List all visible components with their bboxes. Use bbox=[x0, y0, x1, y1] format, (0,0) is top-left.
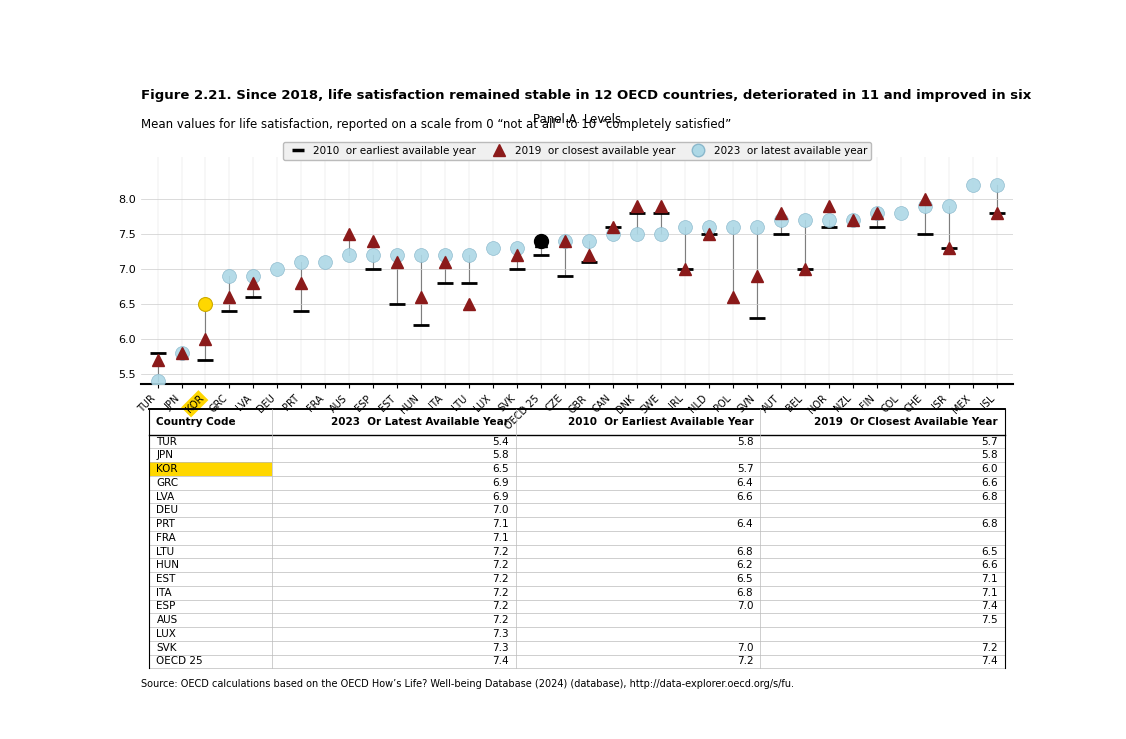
Text: 7.4: 7.4 bbox=[492, 656, 509, 667]
Text: 7.2: 7.2 bbox=[492, 574, 509, 584]
Text: 6.8: 6.8 bbox=[981, 491, 998, 502]
Text: 6.4: 6.4 bbox=[736, 478, 753, 488]
Text: 6.5: 6.5 bbox=[981, 547, 998, 556]
Text: 6.5: 6.5 bbox=[736, 574, 753, 584]
Text: 7.2: 7.2 bbox=[492, 602, 509, 611]
Text: 5.8: 5.8 bbox=[736, 437, 753, 446]
Text: 7.2: 7.2 bbox=[492, 588, 509, 598]
Text: 7.2: 7.2 bbox=[492, 547, 509, 556]
Text: TUR: TUR bbox=[157, 437, 177, 446]
Text: HUN: HUN bbox=[157, 560, 179, 571]
Text: 7.2: 7.2 bbox=[981, 643, 998, 653]
Text: GRC: GRC bbox=[157, 478, 179, 488]
Text: 7.4: 7.4 bbox=[981, 602, 998, 611]
Text: LVA: LVA bbox=[157, 491, 175, 502]
Text: 7.4: 7.4 bbox=[981, 656, 998, 667]
Text: 7.2: 7.2 bbox=[736, 656, 753, 667]
Text: Country Code: Country Code bbox=[157, 417, 236, 426]
Text: 6.8: 6.8 bbox=[981, 519, 998, 529]
Text: 7.1: 7.1 bbox=[492, 533, 509, 542]
Text: Mean values for life satisfaction, reported on a scale from 0 “not at all” to 10: Mean values for life satisfaction, repor… bbox=[141, 118, 731, 132]
Text: EST: EST bbox=[157, 574, 176, 584]
Text: 7.1: 7.1 bbox=[981, 574, 998, 584]
Legend: 2010  or earliest available year, 2019  or closest available year, 2023  or late: 2010 or earliest available year, 2019 or… bbox=[283, 142, 872, 160]
Text: 2019  Or Closest Available Year: 2019 Or Closest Available Year bbox=[814, 417, 998, 426]
Text: 5.4: 5.4 bbox=[492, 437, 509, 446]
Text: ITA: ITA bbox=[157, 588, 172, 598]
Text: DEU: DEU bbox=[157, 505, 178, 515]
Text: SVK: SVK bbox=[157, 643, 177, 653]
Text: 6.4: 6.4 bbox=[736, 519, 753, 529]
Text: FRA: FRA bbox=[157, 533, 176, 542]
Text: 6.9: 6.9 bbox=[492, 478, 509, 488]
Text: 6.0: 6.0 bbox=[981, 464, 998, 474]
Text: 7.0: 7.0 bbox=[492, 505, 509, 515]
Text: 7.2: 7.2 bbox=[492, 560, 509, 571]
Text: ESP: ESP bbox=[157, 602, 176, 611]
Text: 5.7: 5.7 bbox=[736, 464, 753, 474]
Text: 5.7: 5.7 bbox=[981, 437, 998, 446]
Text: Figure 2.21. Since 2018, life satisfaction remained stable in 12 OECD countries,: Figure 2.21. Since 2018, life satisfacti… bbox=[141, 89, 1031, 102]
Text: 2010  Or Earliest Available Year: 2010 Or Earliest Available Year bbox=[568, 417, 753, 426]
Text: 7.3: 7.3 bbox=[492, 629, 509, 639]
Text: 7.1: 7.1 bbox=[492, 519, 509, 529]
Text: 7.5: 7.5 bbox=[981, 616, 998, 625]
Text: PRT: PRT bbox=[157, 519, 176, 529]
Text: 6.9: 6.9 bbox=[492, 491, 509, 502]
Text: 6.6: 6.6 bbox=[736, 491, 753, 502]
Text: AUS: AUS bbox=[157, 616, 178, 625]
Text: KOR: KOR bbox=[157, 464, 178, 474]
Text: LTU: LTU bbox=[157, 547, 175, 556]
Text: JPN: JPN bbox=[157, 450, 173, 460]
Bar bbox=[150, 462, 271, 476]
Text: 5.8: 5.8 bbox=[492, 450, 509, 460]
Text: 5.8: 5.8 bbox=[981, 450, 998, 460]
Text: 6.6: 6.6 bbox=[981, 478, 998, 488]
Text: 7.2: 7.2 bbox=[492, 616, 509, 625]
Text: 6.6: 6.6 bbox=[981, 560, 998, 571]
Text: Panel A. Levels: Panel A. Levels bbox=[533, 113, 622, 126]
Text: 6.8: 6.8 bbox=[736, 588, 753, 598]
Text: 7.0: 7.0 bbox=[736, 602, 753, 611]
Text: 6.2: 6.2 bbox=[736, 560, 753, 571]
Text: 7.1: 7.1 bbox=[981, 588, 998, 598]
Text: OECD 25: OECD 25 bbox=[157, 656, 203, 667]
Text: 2023  Or Latest Available Year: 2023 Or Latest Available Year bbox=[331, 417, 509, 426]
Text: 6.8: 6.8 bbox=[736, 547, 753, 556]
Text: 7.0: 7.0 bbox=[736, 643, 753, 653]
Text: Source: OECD calculations based on the OECD How’s Life? Well-being Database (202: Source: OECD calculations based on the O… bbox=[141, 678, 794, 689]
Text: 7.3: 7.3 bbox=[492, 643, 509, 653]
Text: LUX: LUX bbox=[157, 629, 177, 639]
Text: 6.5: 6.5 bbox=[492, 464, 509, 474]
